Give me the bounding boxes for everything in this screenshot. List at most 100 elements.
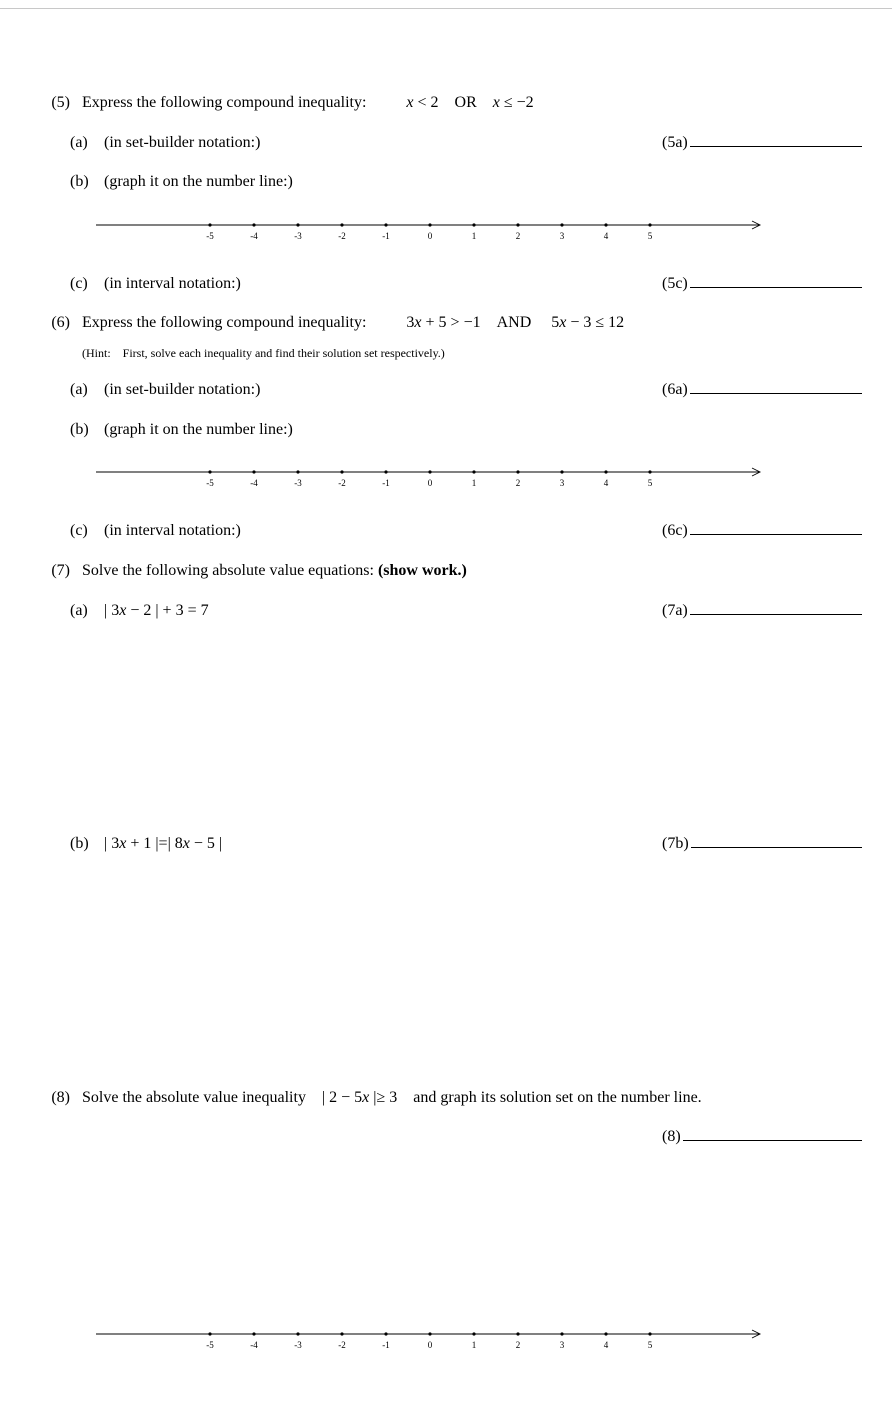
q7b-answer-blank[interactable] xyxy=(691,831,862,848)
svg-text:5: 5 xyxy=(648,231,653,241)
svg-text:-3: -3 xyxy=(294,1340,302,1350)
q7-prompt-text: Solve the following absolute value equat… xyxy=(82,562,374,579)
q6a-text: (in set-builder notation:) xyxy=(104,377,642,403)
q6-number: (6) xyxy=(30,310,82,336)
svg-text:-3: -3 xyxy=(294,231,302,241)
svg-text:-1: -1 xyxy=(382,478,390,488)
q5-inequality: x < 2 OR x ≤ −2 xyxy=(406,94,533,111)
q8-answer-label: (8) xyxy=(662,1124,683,1150)
q5-number: (5) xyxy=(30,90,82,116)
q7a-answer[interactable]: (7a) xyxy=(662,598,862,624)
svg-text:4: 4 xyxy=(604,1340,609,1350)
q5b-row: (b) (graph it on the number line:) xyxy=(70,169,862,195)
q5-prompt: Express the following compound inequalit… xyxy=(82,90,862,116)
q6c-label: (c) xyxy=(70,518,104,544)
svg-text:4: 4 xyxy=(604,231,609,241)
q6a-answer-label: (6a) xyxy=(662,377,690,403)
svg-text:-2: -2 xyxy=(338,231,346,241)
q5c-answer-blank[interactable] xyxy=(690,271,862,288)
q5c-answer-label: (5c) xyxy=(662,271,690,297)
q7b-answer[interactable]: (7b) xyxy=(662,831,862,857)
q6a-label: (a) xyxy=(70,377,104,403)
svg-text:-2: -2 xyxy=(338,478,346,488)
q8-numberline: -5 -4 -3 -2 -1 0 1 2 3 4 5 xyxy=(90,1322,770,1358)
svg-text:0: 0 xyxy=(428,1340,433,1350)
q8-answer[interactable]: (8) xyxy=(662,1124,862,1150)
svg-text:0: 0 xyxy=(428,478,433,488)
question-8: (8) Solve the absolute value inequality … xyxy=(30,1085,862,1358)
q7a-answer-label: (7a) xyxy=(662,598,690,624)
svg-text:4: 4 xyxy=(604,478,609,488)
q6c-answer[interactable]: (6c) xyxy=(662,518,862,544)
svg-text:-4: -4 xyxy=(250,231,258,241)
q7b-answer-label: (7b) xyxy=(662,831,691,857)
q7b-workspace xyxy=(30,871,862,1071)
question-5: (5) Express the following compound inequ… xyxy=(30,90,862,296)
q5-prompt-text: Express the following compound inequalit… xyxy=(82,94,366,111)
q5a-answer[interactable]: (5a) xyxy=(662,130,862,156)
svg-text:-1: -1 xyxy=(382,231,390,241)
q8-answer-blank[interactable] xyxy=(683,1124,862,1141)
q5a-label: (a) xyxy=(70,130,104,156)
q6b-row: (b) (graph it on the number line:) xyxy=(70,417,862,443)
svg-text:1: 1 xyxy=(472,231,477,241)
svg-text:1: 1 xyxy=(472,1340,477,1350)
q6b-numberline: -5-4-3-2-1012345 xyxy=(90,460,770,496)
q5a-text: (in set-builder notation:) xyxy=(104,130,642,156)
q5c-label: (c) xyxy=(70,271,104,297)
svg-text:0: 0 xyxy=(428,231,433,241)
question-6: (6) Express the following compound inequ… xyxy=(30,310,862,544)
svg-text:2: 2 xyxy=(516,1340,521,1350)
q7b-equation: | 3x + 1 |=| 8x − 5 | xyxy=(104,831,642,857)
svg-text:-1: -1 xyxy=(382,1340,390,1350)
q6c-text: (in interval notation:) xyxy=(104,518,642,544)
q6-prompt: Express the following compound inequalit… xyxy=(82,310,862,336)
q7a-workspace xyxy=(30,637,862,817)
svg-text:3: 3 xyxy=(560,231,565,241)
q5c-answer[interactable]: (5c) xyxy=(662,271,862,297)
q6b-label: (b) xyxy=(70,417,104,443)
worksheet-page: (5) Express the following compound inequ… xyxy=(0,0,892,1420)
svg-text:-5: -5 xyxy=(206,1340,214,1350)
q8-workspace xyxy=(30,1164,862,1304)
q5c-row: (c) (in interval notation:) (5c) xyxy=(70,271,862,297)
q6a-row: (a) (in set-builder notation:) (6a) xyxy=(70,377,862,403)
q8-answer-row: (8) xyxy=(70,1124,862,1150)
q7a-equation: | 3x − 2 | + 3 = 7 xyxy=(104,598,642,624)
q6-hint: (Hint: First, solve each inequality and … xyxy=(82,344,862,363)
q5b-label: (b) xyxy=(70,169,104,195)
q5b-text: (graph it on the number line:) xyxy=(104,169,862,195)
q6a-answer[interactable]: (6a) xyxy=(662,377,862,403)
svg-text:5: 5 xyxy=(648,1340,653,1350)
svg-text:-3: -3 xyxy=(294,478,302,488)
svg-text:5: 5 xyxy=(648,478,653,488)
q7a-row: (a) | 3x − 2 | + 3 = 7 (7a) xyxy=(70,598,862,624)
svg-text:2: 2 xyxy=(516,231,521,241)
q8-prompt: Solve the absolute value inequality | 2 … xyxy=(82,1085,862,1111)
svg-text:-4: -4 xyxy=(250,1340,258,1350)
svg-text:1: 1 xyxy=(472,478,477,488)
svg-text:3: 3 xyxy=(560,1340,565,1350)
q5a-answer-blank[interactable] xyxy=(690,130,862,147)
q6a-answer-blank[interactable] xyxy=(690,377,862,394)
q5a-answer-label: (5a) xyxy=(662,130,690,156)
svg-text:2: 2 xyxy=(516,478,521,488)
question-7: (7) Solve the following absolute value e… xyxy=(30,558,862,1071)
top-rule xyxy=(0,8,892,9)
q5a-row: (a) (in set-builder notation:) (5a) xyxy=(70,130,862,156)
q6b-text: (graph it on the number line:) xyxy=(104,417,862,443)
q7a-answer-blank[interactable] xyxy=(690,598,862,615)
q7b-label: (b) xyxy=(70,831,104,857)
q6c-answer-blank[interactable] xyxy=(690,518,862,535)
q8-number: (8) xyxy=(30,1085,82,1111)
q7-number: (7) xyxy=(30,558,82,584)
svg-text:-2: -2 xyxy=(338,1340,346,1350)
svg-text:-4: -4 xyxy=(250,478,258,488)
q6-prompt-text: Express the following compound inequalit… xyxy=(82,314,366,331)
svg-text:-5: -5 xyxy=(206,231,214,241)
q5c-text: (in interval notation:) xyxy=(104,271,642,297)
q6c-answer-label: (6c) xyxy=(662,518,690,544)
svg-text:-5: -5 xyxy=(206,478,214,488)
q5b-numberline: -5 -4 -3 -2 -1 0 1 2 3 4 5 xyxy=(90,213,770,249)
q7a-label: (a) xyxy=(70,598,104,624)
